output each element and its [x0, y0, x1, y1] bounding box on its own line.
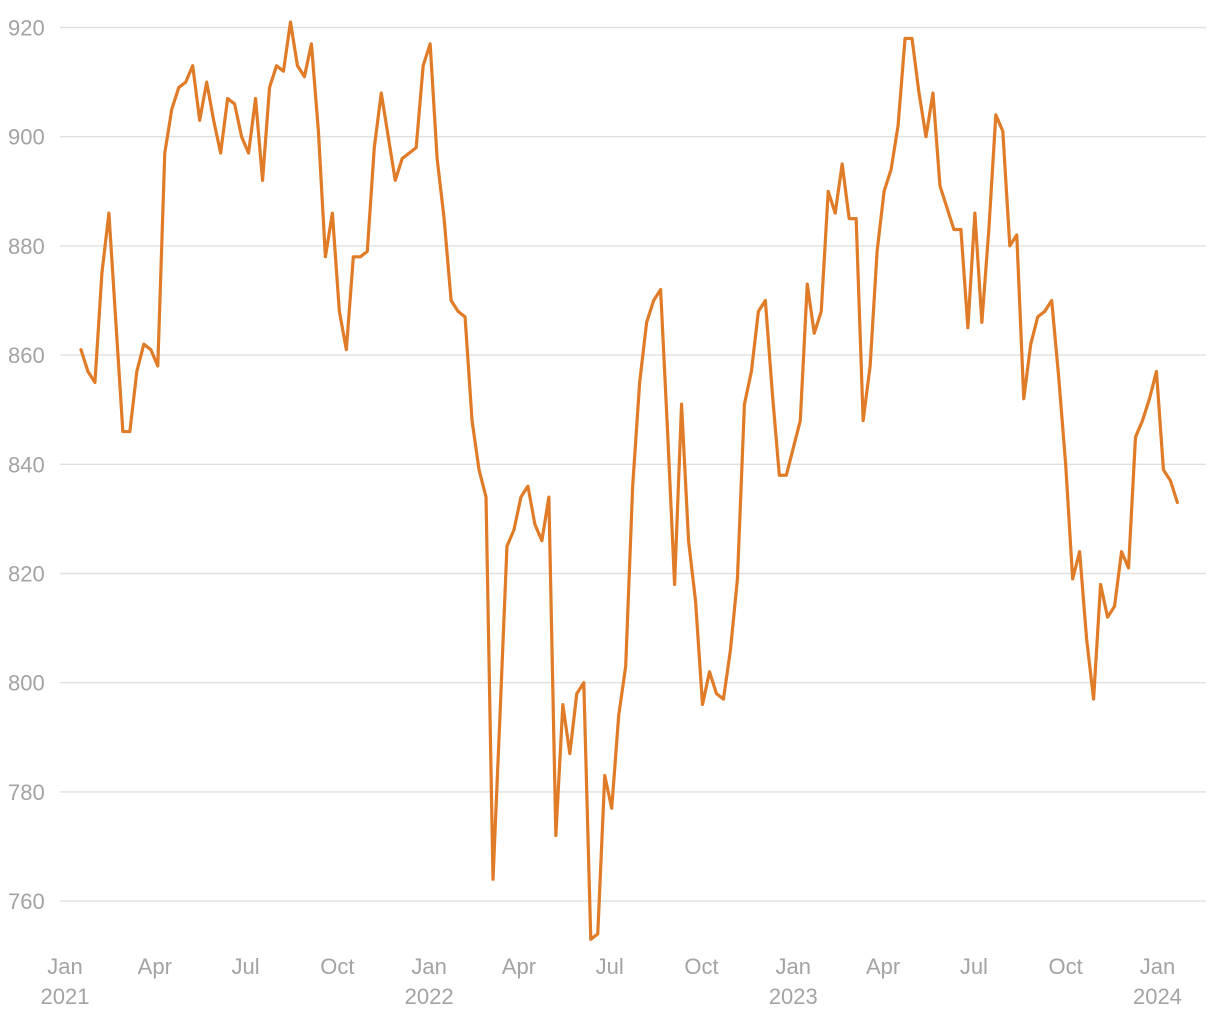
- x-tick-label: Oct: [320, 954, 354, 979]
- x-tick-label: Jan: [776, 954, 811, 979]
- x-tick-label: Jul: [960, 954, 988, 979]
- series-layer: [79, 20, 1180, 941]
- y-tick-label: 820: [8, 562, 45, 587]
- x-tick-label: Jul: [232, 954, 260, 979]
- x-tick-year-label: 2024: [1133, 984, 1182, 1009]
- y-tick-label: 780: [8, 780, 45, 805]
- x-tick-year-label: 2021: [41, 984, 90, 1009]
- y-tick-label: 760: [8, 889, 45, 914]
- y-tick-label: 840: [8, 452, 45, 477]
- y-tick-label: 880: [8, 234, 45, 259]
- x-axis: Jan 2021 Apr Jul Oct Jan 2022 Apr Jul Oct Jan 2023 A…: [41, 954, 1182, 1009]
- series-line-0: [79, 20, 1180, 941]
- y-axis: 760 780 800 820 840 860 880 900 920: [8, 16, 45, 915]
- x-tick-label: Jan: [411, 954, 446, 979]
- x-tick-label: Oct: [684, 954, 718, 979]
- x-tick-label: Jan: [1140, 954, 1175, 979]
- x-tick-label: Jan: [47, 954, 82, 979]
- x-tick-label: Oct: [1049, 954, 1083, 979]
- x-tick-year-label: 2023: [769, 984, 818, 1009]
- y-tick-label: 920: [8, 16, 45, 41]
- y-tick-label: 800: [8, 671, 45, 696]
- y-tick-label: 900: [8, 125, 45, 150]
- y-tick-label: 860: [8, 343, 45, 368]
- x-tick-label: Jul: [596, 954, 624, 979]
- x-tick-label: Apr: [866, 954, 900, 979]
- x-tick-year-label: 2022: [405, 984, 454, 1009]
- x-tick-label: Apr: [138, 954, 172, 979]
- x-tick-label: Apr: [502, 954, 536, 979]
